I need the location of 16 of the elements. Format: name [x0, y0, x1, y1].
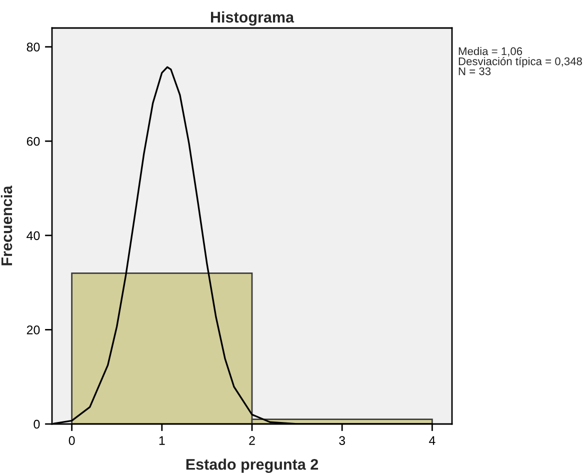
text: Media = 1,06 [458, 47, 522, 56]
x-tick-label: 1 [159, 436, 165, 445]
x-tick-label: 3 [339, 436, 346, 445]
y-tick-label: 0 [34, 420, 40, 429]
y-axis-title: Frecuencia [0, 186, 12, 266]
y-tick-label: 40 [26, 231, 40, 240]
x-tick-label: 4 [428, 436, 436, 445]
text: Desviación típica = 0,348 [458, 56, 582, 68]
y-tick-label: 20 [26, 326, 40, 334]
x-tick-label: 2 [249, 436, 255, 445]
chart-title: Histograma [211, 11, 294, 26]
y-tick-label: 60 [26, 136, 40, 146]
y-tick-label: 80 [26, 42, 40, 52]
x-tick-label: 0 [68, 436, 75, 445]
text: N = 33 [458, 67, 491, 76]
x-axis-title: Estado pregunta 2 [186, 458, 318, 473]
